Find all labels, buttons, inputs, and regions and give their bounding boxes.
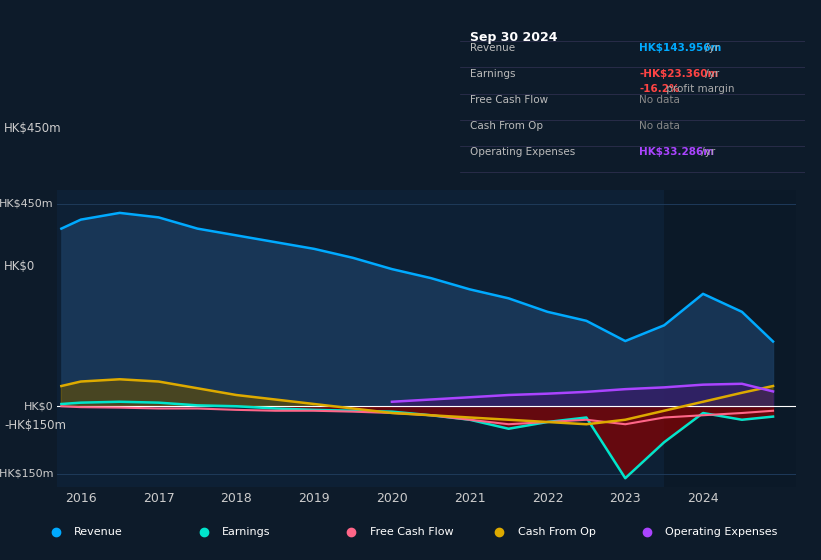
Text: Revenue: Revenue (75, 527, 123, 537)
Text: -HK$23.360m: -HK$23.360m (639, 69, 718, 79)
Text: No data: No data (639, 95, 680, 105)
Text: Earnings: Earnings (222, 527, 271, 537)
Text: /yr: /yr (702, 43, 719, 53)
Text: HK$33.286m: HK$33.286m (639, 147, 714, 157)
Text: /yr: /yr (702, 69, 719, 79)
Text: HK$0: HK$0 (4, 259, 35, 273)
Text: Operating Expenses: Operating Expenses (666, 527, 777, 537)
Text: Operating Expenses: Operating Expenses (470, 147, 576, 157)
Text: Revenue: Revenue (470, 43, 516, 53)
Text: No data: No data (639, 122, 680, 131)
Text: Sep 30 2024: Sep 30 2024 (470, 31, 557, 44)
Text: /yr: /yr (698, 147, 715, 157)
Text: Cash From Op: Cash From Op (518, 527, 595, 537)
Text: Cash From Op: Cash From Op (470, 122, 544, 131)
Text: HK$450m: HK$450m (0, 199, 53, 209)
Text: Earnings: Earnings (470, 69, 516, 79)
Text: Free Cash Flow: Free Cash Flow (470, 95, 548, 105)
Text: HK$0: HK$0 (24, 402, 53, 411)
Bar (664, 190, 796, 487)
Text: HK$450m: HK$450m (4, 122, 62, 136)
Text: HK$143.956m: HK$143.956m (639, 43, 722, 53)
Text: -HK$150m: -HK$150m (4, 419, 67, 432)
Text: Free Cash Flow: Free Cash Flow (370, 527, 453, 537)
Text: -HK$150m: -HK$150m (0, 469, 53, 479)
Text: profit margin: profit margin (663, 85, 735, 94)
Text: -16.2%: -16.2% (639, 85, 680, 94)
